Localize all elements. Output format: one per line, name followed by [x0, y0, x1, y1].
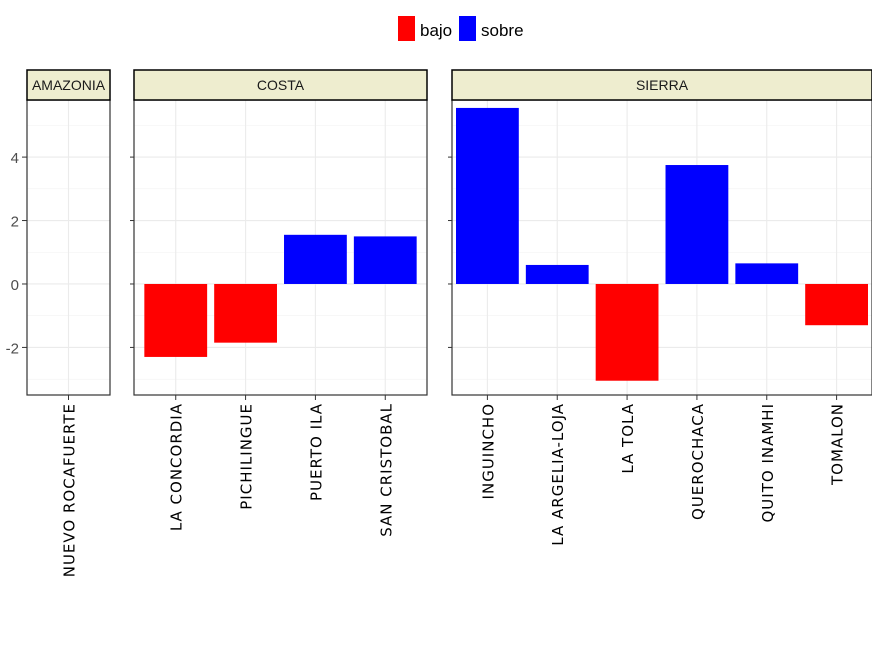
panel-sierra: SIERRA INGUINCHO LA ARGELIA-LOJA LA TOLA QUE…	[448, 69, 872, 546]
y-tick-label: -2	[6, 340, 19, 357]
panel-background	[452, 100, 872, 395]
x-tick-label: LA ARGELIA-LOJA	[549, 403, 567, 546]
x-tick-label: QUEROCHACA	[689, 403, 707, 520]
strip-label: COSTA	[257, 77, 305, 93]
bar-pichilingue	[214, 283, 277, 343]
legend-label-bajo: bajo	[420, 21, 452, 40]
bar-la-argelia-loja	[525, 264, 589, 284]
y-tick-label: 4	[11, 150, 19, 167]
x-tick-label: INGUINCHO	[479, 403, 497, 499]
x-tick-label: TOMALON	[829, 403, 847, 486]
x-tick-label: NUEVO ROCAFUERTE	[61, 403, 79, 577]
x-tick-label: LA TOLA	[619, 403, 637, 474]
legend: bajo sobre	[398, 16, 524, 41]
bar-san-cristobal	[353, 236, 417, 284]
chart-panels: -2 0 2 4 AMAZONIA NUEVO ROCAFUERTE COSTA LA CON…	[6, 69, 872, 577]
legend-label-sobre: sobre	[481, 21, 524, 40]
x-tick-label: LA CONCORDIA	[168, 403, 186, 531]
y-tick-label: 2	[11, 214, 19, 231]
strip-label: SIERRA	[636, 77, 689, 93]
bar-la-tola	[595, 283, 659, 381]
panel-amazonia: AMAZONIA NUEVO ROCAFUERTE	[26, 69, 111, 577]
strip-label: AMAZONIA	[32, 77, 106, 93]
x-tick-label: PICHILINGUE	[238, 403, 256, 510]
bar-querochaca	[665, 165, 729, 284]
y-axis: -2 0 2 4	[6, 150, 27, 357]
x-tick-label: PUERTO ILA	[307, 403, 325, 501]
legend-key-sobre	[459, 16, 476, 41]
strip-sierra	[451, 69, 872, 101]
x-tick-label: SAN CRISTOBAL	[377, 403, 395, 537]
bar-inguincho	[456, 107, 519, 284]
bar-puerto-ila	[284, 234, 347, 284]
x-tick-label: QUITO INAMHI	[759, 403, 777, 523]
bar-la-concordia	[144, 283, 208, 357]
bar-quito-inamhi	[735, 263, 799, 284]
panel-costa: COSTA LA CONCORDIA PICHILINGUE PUERTO ILA SA…	[130, 69, 428, 537]
legend-key-bajo	[398, 16, 415, 41]
bar-tomalon	[805, 283, 868, 326]
y-tick-label: 0	[11, 277, 19, 294]
strip-costa	[133, 69, 428, 101]
strip-amazonia	[26, 69, 111, 101]
